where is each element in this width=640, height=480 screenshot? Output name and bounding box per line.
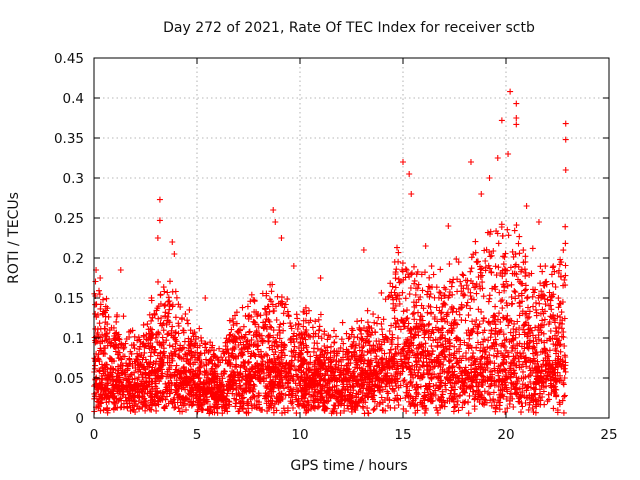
y-tick-label: 0.15 — [54, 291, 84, 307]
roti-peak-point — [400, 159, 406, 165]
x-axis-title: GPS time / hours — [290, 458, 407, 474]
roti-peak-point — [290, 263, 297, 269]
plot-area-frame — [93, 57, 610, 419]
x-tick-label: 5 — [193, 427, 202, 443]
roti-peak-point — [360, 247, 367, 253]
roti-peak-point — [97, 275, 104, 281]
x-tick-label: 10 — [291, 427, 308, 443]
roti-peak-point — [317, 275, 324, 281]
y-axis-title: ROTI / TECUs — [6, 192, 22, 284]
chart-title: Day 272 of 2021, Rate Of TEC Index for r… — [163, 20, 535, 36]
roti-peak-point — [535, 219, 542, 225]
roti-peak-point — [486, 175, 493, 181]
roti-peak-point — [505, 151, 512, 157]
roti-peak-point — [171, 251, 178, 257]
roti-peak-point — [270, 207, 277, 213]
data-points — [91, 88, 569, 417]
y-tick-label: 0.3 — [63, 171, 84, 187]
y-tick-label: 0.2 — [63, 251, 84, 267]
roti-peak-point — [156, 217, 163, 224]
axis-ticks — [93, 57, 610, 419]
roti-peak-point — [169, 239, 176, 245]
roti-series-points — [91, 221, 569, 417]
roti-peak-point — [156, 196, 163, 203]
y-tick-label: 0.05 — [54, 371, 84, 387]
roti-peak-point — [154, 235, 161, 241]
y-tick-label: 0.25 — [54, 211, 84, 227]
y-tick-label: 0 — [75, 411, 84, 427]
roti-peak-point — [278, 235, 285, 241]
roti-peak-point — [562, 136, 569, 143]
roti-peak-point — [513, 100, 520, 107]
roti-peak-point — [562, 167, 569, 173]
roti-peak-point — [562, 120, 569, 127]
roti-peak-point — [498, 117, 505, 124]
x-axis-tick-labels: 0 5 10 15 20 25 — [90, 427, 618, 443]
roti-peak-point — [391, 259, 398, 265]
roti-peak-point — [507, 88, 514, 95]
y-axis-tick-labels: 0 0.05 0.1 0.15 0.2 0.25 0.3 0.35 0.4 0.45 — [54, 51, 84, 427]
roti-peak-point — [422, 243, 429, 249]
roti-peak-point — [478, 191, 485, 197]
roti-peak-point — [494, 155, 501, 161]
x-tick-label: 15 — [394, 427, 411, 443]
roti-peak-point — [445, 223, 452, 229]
y-tick-label: 0.35 — [54, 131, 84, 147]
x-tick-label: 20 — [497, 427, 514, 443]
roti-peak-point — [408, 191, 415, 197]
roti-peak-point — [117, 267, 124, 273]
y-tick-label: 0.45 — [54, 51, 84, 67]
roti-peak-point — [523, 203, 530, 209]
roti-peak-point — [467, 159, 474, 165]
x-tick-label: 25 — [600, 427, 617, 443]
roti-peak-point — [272, 219, 279, 225]
y-tick-label: 0.4 — [63, 91, 84, 107]
roti-peak-point — [406, 171, 413, 177]
roti-peak-point — [202, 295, 209, 301]
x-tick-label: 0 — [90, 427, 99, 443]
roti-peak-point — [513, 121, 520, 128]
y-tick-label: 0.1 — [63, 331, 84, 347]
roti-peak-point — [513, 115, 520, 121]
